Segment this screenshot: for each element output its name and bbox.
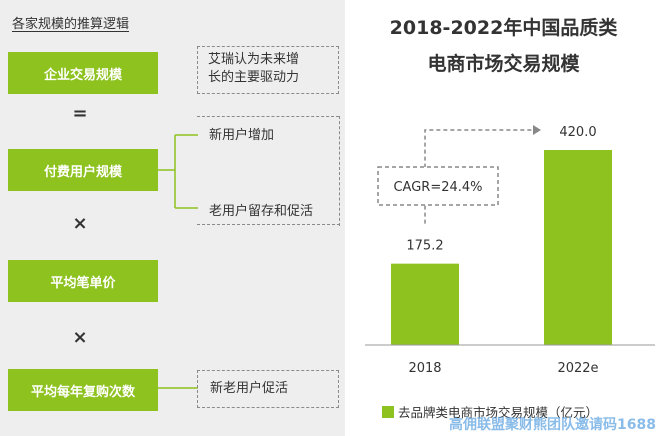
chart-legend: 去品牌类电商市场交易规模（亿元） (382, 402, 598, 421)
cagr-label: CAGR=24.4% (393, 180, 482, 195)
repurchase-factor-box: 新老用户促活 (197, 370, 339, 408)
bar-2018 (391, 263, 459, 345)
bar-chart: 175.2 2018 420.0 2022e CAGR=24.4% (365, 125, 655, 376)
paying-users-box: 付费用户规模 (8, 149, 158, 191)
data-label-2022e: 420.0 (559, 125, 596, 140)
annual-repurchase-box: 平均每年复购次数 (8, 369, 158, 411)
driver-note-line-1: 艾瑞认为未来增 (208, 52, 300, 67)
category-label-2022e: 2022e (557, 361, 598, 376)
retention-factor: 老用户留存和促活 (209, 204, 314, 219)
legend-swatch (382, 405, 394, 418)
legend-label: 去品牌类电商市场交易规模（亿元） (398, 405, 599, 420)
chart-title-line-1: 2018-2022年中国品质类 (389, 17, 618, 39)
equals-operator: = (72, 103, 88, 124)
new-users-factor: 新用户增加 (209, 128, 275, 143)
cagr-arrowhead (533, 125, 541, 135)
user-factors-box-edge (339, 116, 340, 226)
repurchase-factor-text: 新老用户促活 (210, 381, 289, 396)
driver-note-line-2: 长的主要驱动力 (208, 70, 300, 85)
category-label-2018: 2018 (408, 361, 441, 376)
user-factors-box-bottom (197, 224, 340, 226)
cagr-box (377, 166, 499, 206)
data-label-2018: 175.2 (406, 239, 443, 254)
chart-title-line-2: 电商市场交易规模 (427, 53, 580, 75)
bar-2022e (544, 150, 612, 345)
logic-panel: 各家规模的推算逻辑 企业交易规模 = 付费用户规模 × 平均笔单价 × 平均每年… (0, 0, 345, 436)
avg-order-value-box: 平均笔单价 (8, 260, 158, 302)
multiply-operator-2: × (72, 327, 88, 348)
connector-lines (158, 134, 198, 389)
enterprise-volume-box: 企业交易规模 (8, 52, 158, 94)
multiply-operator-1: × (72, 213, 88, 234)
watermark: 高佣联盟聚财熊团队邀请码1688 (449, 417, 656, 433)
user-factors-box (197, 116, 339, 226)
driver-note: 艾瑞认为未来增 长的主要驱动力 (197, 46, 339, 94)
logic-title: 各家规模的推算逻辑 (12, 17, 130, 32)
